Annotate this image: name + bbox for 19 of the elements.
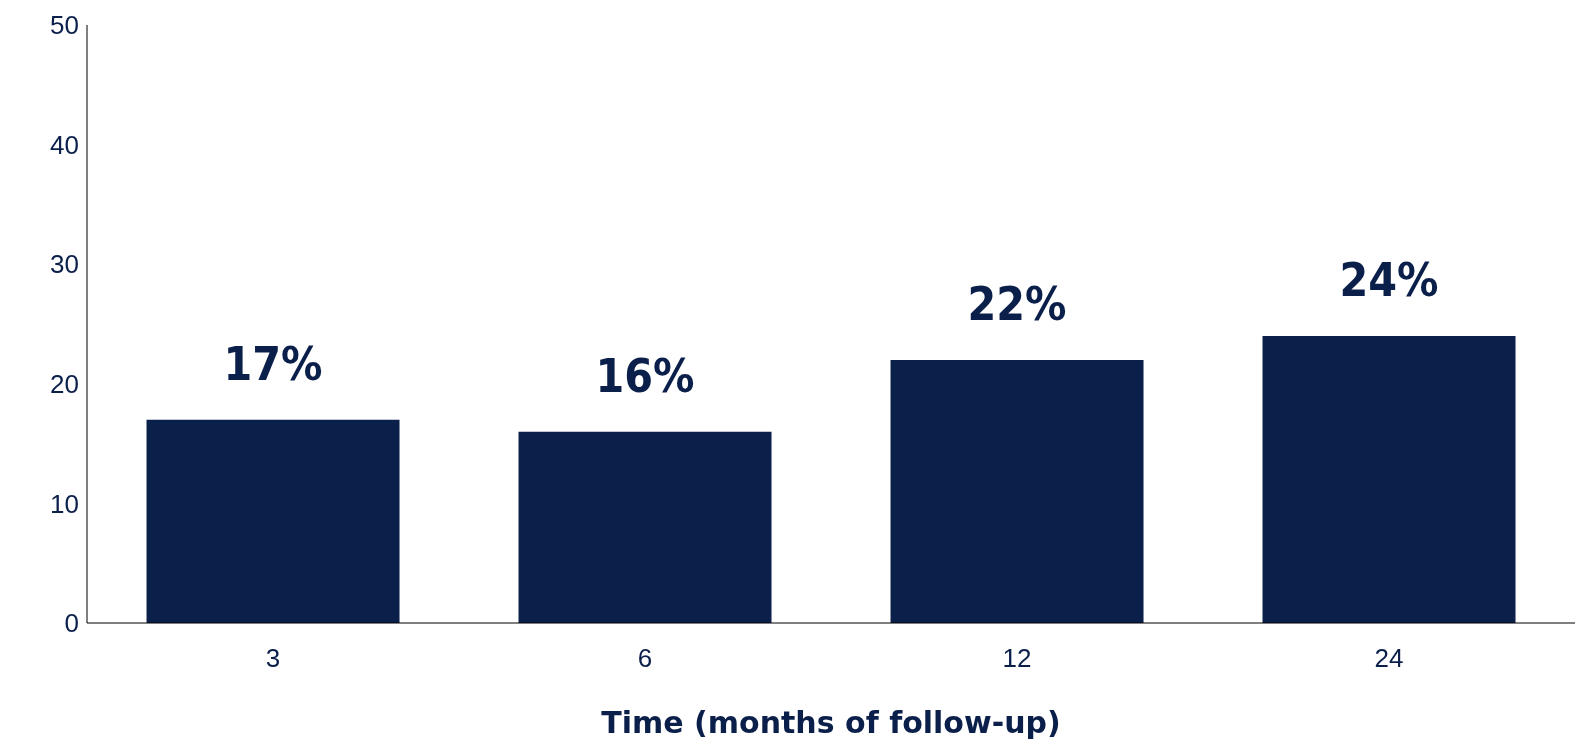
- data-label: 17%: [223, 336, 323, 391]
- data-label: 22%: [967, 276, 1067, 331]
- x-tick-label: 6: [637, 643, 653, 674]
- y-tick-label: 40: [50, 129, 79, 160]
- data-label: 24%: [1339, 252, 1439, 307]
- x-tick-label: 24: [1374, 643, 1404, 674]
- x-axis-title: Time (months of follow-up): [601, 705, 1061, 740]
- bar: [518, 431, 772, 623]
- data-label: 16%: [595, 348, 695, 403]
- y-tick-label: 0: [64, 608, 79, 639]
- y-tick-label: 30: [50, 249, 79, 280]
- x-tick-label: 3: [265, 643, 281, 674]
- bar: [890, 359, 1144, 623]
- y-tick-label: 20: [50, 369, 79, 400]
- y-tick-label: 10: [50, 488, 79, 519]
- bar: [1262, 335, 1516, 623]
- y-tick-label: 50: [50, 10, 79, 41]
- x-tick-label: 12: [1002, 643, 1032, 674]
- bar: [146, 419, 400, 623]
